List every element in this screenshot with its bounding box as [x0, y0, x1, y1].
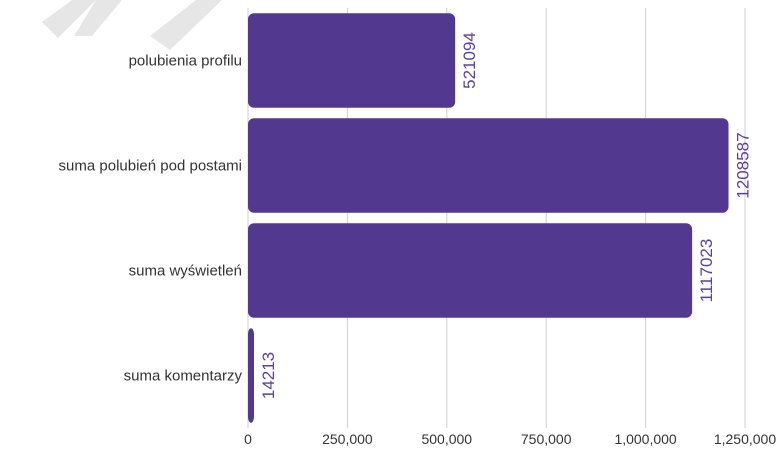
bar-suma-wyswietlen: [248, 223, 693, 318]
bar-suma-polubien-pod-postami: [248, 118, 729, 213]
x-tick-label: 250,000: [322, 431, 373, 447]
x-tick-label: 0: [244, 431, 252, 447]
category-labels: polubienia profilu suma polubień pod post…: [59, 53, 243, 385]
bar-suma-komentarzy: [248, 328, 254, 423]
bar-polubienia-profilu: [248, 13, 456, 108]
x-tick-label: 1,000,000: [614, 431, 676, 447]
value-label: 1208587: [734, 132, 753, 198]
watermark: [42, 0, 222, 50]
category-label: suma komentarzy: [124, 368, 243, 385]
value-label: 1117023: [697, 239, 716, 303]
category-label: polubienia profilu: [129, 53, 242, 70]
x-tick-labels: 0 250,000 500,000 750,000 1,000,000 1,250,000: [244, 431, 776, 447]
value-labels: 521094 1208587 1117023 14213: [259, 32, 753, 399]
x-tick-label: 1,250,000: [714, 431, 776, 447]
category-label: suma polubień pod postami: [59, 158, 242, 175]
value-label: 521094: [460, 32, 479, 89]
bars: [248, 13, 729, 423]
value-label: 14213: [259, 352, 278, 399]
category-label: suma wyświetleń: [129, 263, 242, 280]
x-tick-label: 750,000: [521, 431, 572, 447]
x-tick-label: 500,000: [421, 431, 472, 447]
